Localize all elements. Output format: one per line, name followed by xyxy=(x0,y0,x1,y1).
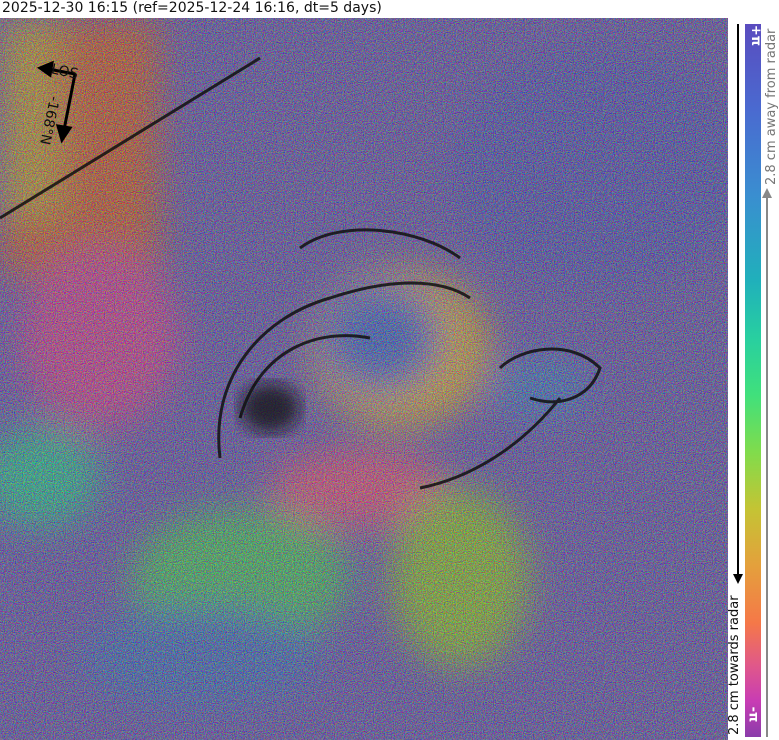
arrow-up-icon xyxy=(762,188,772,198)
away-arrow-line xyxy=(766,195,768,737)
away-radar-label: 2.8 cm away from radar xyxy=(764,28,779,185)
interferogram-image xyxy=(0,18,728,740)
minus-pi-text: -π xyxy=(745,706,761,723)
image-title: 2025-12-30 16:15 (ref=2025-12-24 16:16, … xyxy=(2,0,382,16)
towards-radar-label: 2.8 cm towards radar xyxy=(727,595,742,735)
colorbar-max-label: +π xyxy=(745,24,764,47)
towards-arrow-line xyxy=(737,24,739,580)
arrow-down-icon xyxy=(733,574,743,584)
plus-pi-text: +π xyxy=(748,24,764,47)
los-arrow-icon xyxy=(36,60,77,144)
phase-colorbar xyxy=(745,24,761,737)
interferogram-map: LOS -168°N xyxy=(0,18,728,740)
colorbar-min-label: -π xyxy=(745,706,761,723)
